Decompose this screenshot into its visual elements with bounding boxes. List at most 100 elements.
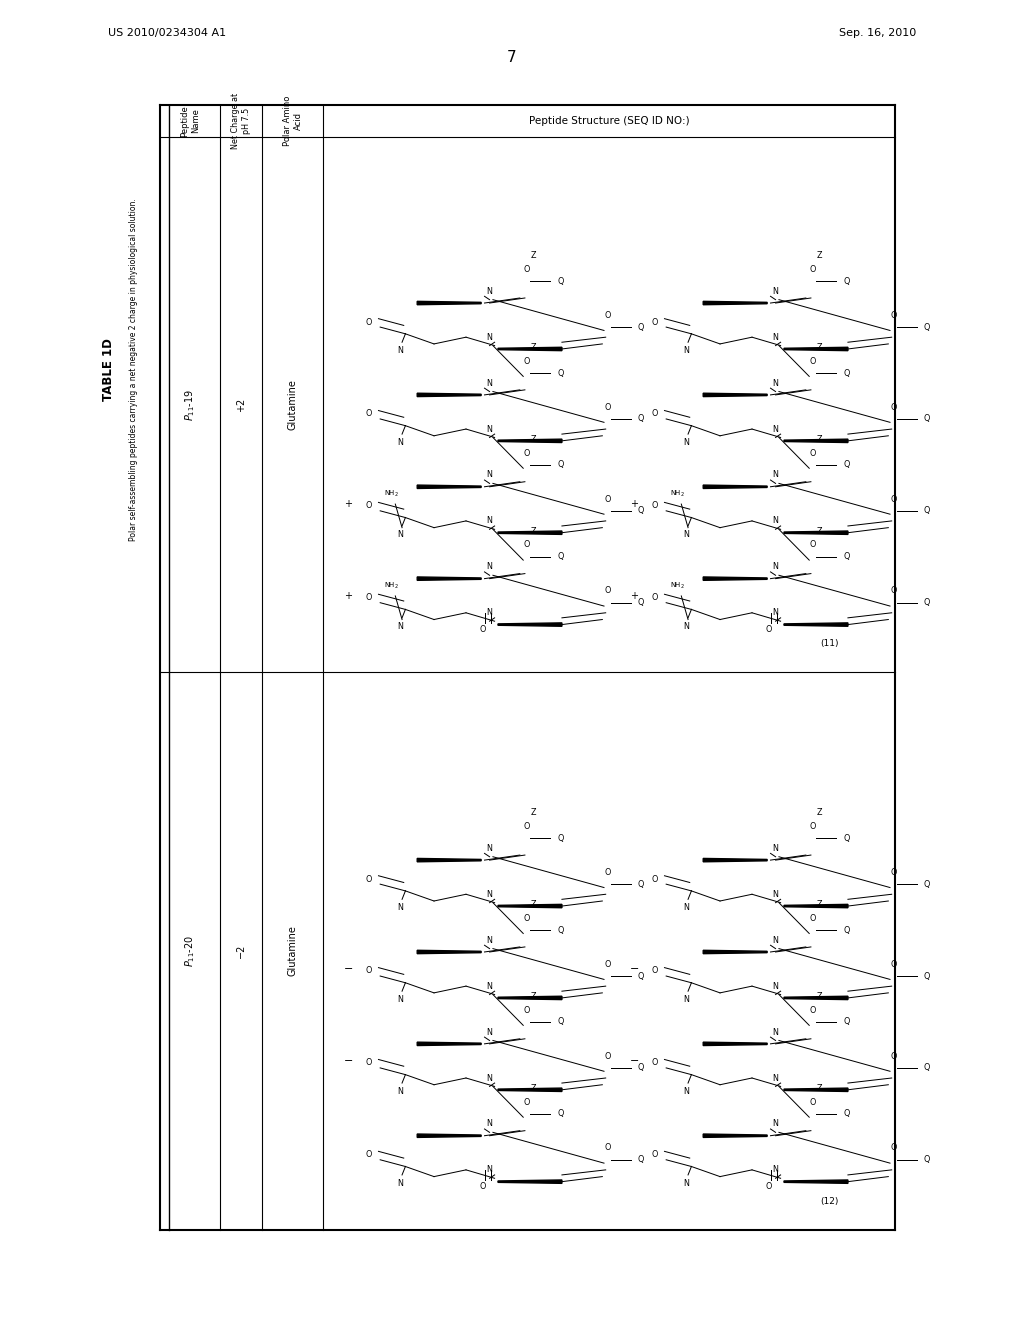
Text: Q: Q	[557, 1018, 563, 1027]
Text: N: N	[683, 995, 689, 1005]
Text: N: N	[773, 1027, 778, 1036]
Text: +: +	[344, 499, 352, 510]
Text: N: N	[486, 470, 493, 479]
Text: O: O	[523, 449, 529, 458]
Text: N: N	[486, 890, 493, 899]
Text: N: N	[683, 903, 689, 912]
Text: N: N	[397, 622, 403, 631]
Text: O: O	[809, 356, 816, 366]
Text: O: O	[366, 1150, 372, 1159]
Text: Q: Q	[638, 1064, 644, 1072]
Polygon shape	[784, 904, 848, 908]
Text: O: O	[766, 1183, 772, 1191]
Text: +: +	[630, 499, 638, 510]
Text: N: N	[773, 982, 778, 990]
Text: O: O	[604, 867, 610, 876]
Text: O: O	[604, 495, 610, 503]
Text: O: O	[366, 502, 372, 511]
Text: O: O	[604, 1052, 610, 1061]
Text: N: N	[773, 333, 778, 342]
Text: Q: Q	[557, 925, 563, 935]
Text: O: O	[651, 409, 657, 418]
Text: N: N	[683, 346, 689, 355]
Text: N: N	[683, 529, 689, 539]
Polygon shape	[417, 1043, 481, 1045]
Text: (12): (12)	[820, 1197, 839, 1205]
Text: O: O	[766, 626, 772, 634]
Text: N: N	[486, 425, 493, 433]
Text: O: O	[890, 867, 897, 876]
Polygon shape	[703, 950, 767, 953]
Text: NH$_2$: NH$_2$	[671, 581, 685, 591]
Polygon shape	[417, 393, 481, 396]
Text: O: O	[604, 586, 610, 595]
Text: N: N	[486, 1073, 493, 1082]
Text: −: −	[343, 1056, 353, 1067]
Text: O: O	[523, 822, 529, 832]
Text: −: −	[630, 1056, 639, 1067]
Text: O: O	[479, 1183, 486, 1191]
Text: N: N	[683, 438, 689, 447]
Text: Peptide Structure (SEQ ID NO:): Peptide Structure (SEQ ID NO:)	[528, 116, 689, 125]
Polygon shape	[417, 950, 481, 953]
Text: Net Charge at
pH 7.5: Net Charge at pH 7.5	[231, 92, 251, 149]
Text: Q: Q	[843, 368, 850, 378]
Polygon shape	[417, 484, 481, 488]
Text: O: O	[366, 875, 372, 883]
Text: Q: Q	[638, 507, 644, 515]
Text: Q: Q	[638, 972, 644, 981]
Text: N: N	[397, 903, 403, 912]
Polygon shape	[703, 1043, 767, 1045]
Text: Z: Z	[816, 900, 822, 909]
Text: N: N	[486, 1119, 493, 1129]
Text: O: O	[651, 875, 657, 883]
Text: O: O	[809, 449, 816, 458]
Polygon shape	[703, 393, 767, 396]
Text: O: O	[523, 1006, 529, 1015]
Text: Sep. 16, 2010: Sep. 16, 2010	[839, 28, 916, 38]
Text: N: N	[773, 470, 778, 479]
Text: +2: +2	[236, 397, 246, 412]
Text: N: N	[397, 346, 403, 355]
Text: −: −	[343, 965, 353, 974]
Text: N: N	[773, 562, 778, 572]
Polygon shape	[703, 1134, 767, 1138]
Text: O: O	[366, 1059, 372, 1068]
Text: Q: Q	[557, 1109, 563, 1118]
Text: O: O	[890, 960, 897, 969]
Text: Z: Z	[530, 527, 537, 536]
Text: US 2010/0234304 A1: US 2010/0234304 A1	[108, 28, 226, 38]
Polygon shape	[498, 1180, 562, 1183]
Text: O: O	[523, 356, 529, 366]
Text: N: N	[397, 995, 403, 1005]
Text: N: N	[486, 516, 493, 525]
Text: Z: Z	[530, 436, 537, 444]
Text: $P_{11}$-19: $P_{11}$-19	[183, 388, 197, 421]
Text: O: O	[809, 265, 816, 273]
Polygon shape	[784, 531, 848, 535]
Text: O: O	[523, 913, 529, 923]
Text: N: N	[486, 379, 493, 388]
Polygon shape	[784, 997, 848, 999]
Text: Z: Z	[816, 1084, 822, 1093]
Text: N: N	[486, 1027, 493, 1036]
Text: O: O	[366, 409, 372, 418]
Polygon shape	[498, 623, 562, 626]
Text: −2: −2	[236, 944, 246, 958]
Text: Q: Q	[557, 834, 563, 842]
Text: N: N	[397, 1086, 403, 1096]
Text: Glutamine: Glutamine	[288, 925, 298, 977]
Text: NH$_2$: NH$_2$	[384, 581, 399, 591]
Text: Glutamine: Glutamine	[288, 379, 298, 430]
Text: Polar self-assembling peptides carrying a net negative 2 charge in physiological: Polar self-assembling peptides carrying …	[129, 198, 138, 541]
Text: O: O	[604, 960, 610, 969]
Text: N: N	[773, 1166, 778, 1175]
Text: O: O	[890, 586, 897, 595]
Text: O: O	[523, 265, 529, 273]
Text: O: O	[651, 318, 657, 326]
Text: N: N	[773, 1119, 778, 1129]
Text: Q: Q	[924, 1064, 930, 1072]
Polygon shape	[784, 623, 848, 626]
Text: O: O	[366, 318, 372, 326]
Text: N: N	[397, 438, 403, 447]
